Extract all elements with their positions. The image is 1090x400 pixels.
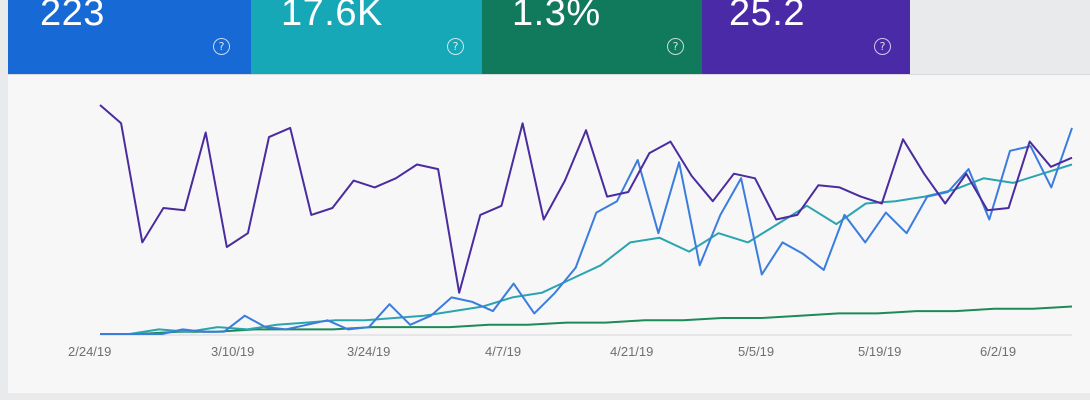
metric-value-users: 223 xyxy=(40,0,105,34)
metric-card-rate[interactable]: 1.3% ? xyxy=(482,0,702,75)
metric-card-average[interactable]: 25.2 ? xyxy=(702,0,910,75)
help-circle-icon[interactable]: ? xyxy=(447,38,464,55)
help-circle-icon[interactable]: ? xyxy=(667,38,684,55)
x-tick-label: 3/10/19 xyxy=(211,344,255,359)
metric-card-sessions[interactable]: 17.6K ? xyxy=(251,0,482,75)
x-tick-label: 4/7/19 xyxy=(485,344,522,359)
metric-card-users[interactable]: 223 ? xyxy=(8,0,251,75)
chart-panel xyxy=(8,74,1090,393)
series-line-blue xyxy=(100,127,1073,335)
x-tick-label: 4/21/19 xyxy=(610,344,654,359)
series-line-teal xyxy=(100,163,1073,335)
x-tick-label: 3/24/19 xyxy=(347,344,391,359)
x-tick-label: 5/19/19 xyxy=(858,344,902,359)
metric-value-rate: 1.3% xyxy=(512,0,601,34)
metric-cards: 223 ? 17.6K ? 1.3% ? 25.2 ? xyxy=(8,0,910,75)
metric-value-average: 25.2 xyxy=(729,0,805,34)
series-line-purple xyxy=(99,104,1073,294)
metric-value-sessions: 17.6K xyxy=(281,0,383,34)
help-circle-icon[interactable]: ? xyxy=(213,38,230,55)
x-tick-label: 2/24/19 xyxy=(68,344,112,359)
x-tick-label: 5/5/19 xyxy=(738,344,775,359)
series-line-green xyxy=(100,305,1073,335)
help-circle-icon[interactable]: ? xyxy=(874,38,891,55)
x-tick-label: 6/2/19 xyxy=(980,344,1017,359)
